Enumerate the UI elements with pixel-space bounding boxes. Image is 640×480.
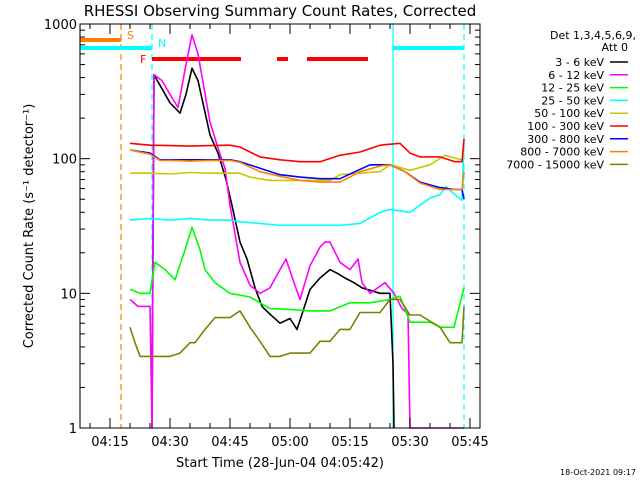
x-tick-label: 05:00: [271, 435, 308, 450]
series-line-5: [129, 138, 465, 163]
x-tick-label: 04:15: [91, 435, 128, 450]
legend-header-detectors: Det 1,3,4,5,6,9,: [550, 29, 636, 42]
series-line-8: [129, 298, 465, 358]
legend-label-2: 12 - 25 keV: [541, 82, 604, 95]
y-tick-label: 100: [52, 153, 77, 168]
legend-label-1: 6 - 12 keV: [548, 69, 604, 82]
plot-frame: [79, 23, 481, 429]
series-line-3: [129, 138, 465, 227]
legend-label-4: 50 - 100 keV: [534, 107, 604, 120]
x-tick-label: 05:15: [331, 435, 368, 450]
series-line-0: [151, 67, 395, 429]
legend-label-5: 100 - 300 keV: [527, 120, 604, 133]
y-tick-label: 10: [60, 287, 77, 302]
flag-label-N: N: [158, 37, 166, 50]
legend-header-attenuator: Att 0: [602, 41, 628, 54]
legend-label-7: 800 - 7000 keV: [520, 146, 604, 159]
x-tick-label: 04:30: [151, 435, 188, 450]
series-line-7: [129, 149, 465, 191]
flag-label-F: F: [140, 53, 146, 66]
legend-label-6: 300 - 800 keV: [527, 133, 604, 146]
y-tick-label: 1: [69, 422, 77, 437]
chart-title: RHESSI Observing Summary Count Rates, Co…: [84, 2, 477, 20]
x-axis-label: Start Time (28-Jun-04 04:05:42): [176, 456, 384, 471]
series-line-4: [130, 147, 465, 182]
flag-label-S: S: [127, 29, 134, 42]
x-tick-label: 05:30: [391, 435, 428, 450]
legend-label-8: 7000 - 15000 keV: [506, 158, 604, 171]
legend-label-0: 3 - 6 keV: [555, 56, 604, 69]
series-line-2: [129, 226, 465, 329]
footer-timestamp: 18-Oct-2021 09:17: [560, 468, 636, 477]
legend-label-3: 25 - 50 keV: [541, 94, 604, 107]
y-axis-label: Corrected Count Rate (s⁻¹ detector⁻¹): [22, 104, 37, 349]
series-line-1: [129, 34, 464, 429]
x-tick-label: 05:45: [451, 435, 488, 450]
series-line-6: [129, 149, 465, 200]
y-tick-label: 1000: [44, 18, 77, 33]
x-tick-label: 04:45: [211, 435, 248, 450]
